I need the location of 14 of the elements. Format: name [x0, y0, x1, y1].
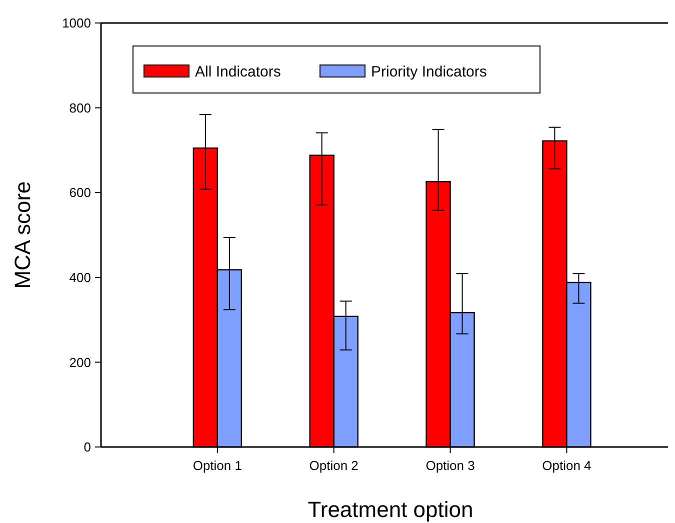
y-tick-label: 0: [84, 440, 91, 455]
y-axis-title: MCA score: [10, 181, 35, 289]
x-axis-title: Treatment option: [308, 497, 474, 522]
x-tick-label: Option 2: [309, 458, 358, 473]
legend-label: Priority Indicators: [371, 63, 487, 80]
y-tick-label: 800: [69, 100, 91, 116]
y-tick-label: 200: [69, 354, 91, 370]
y-tick-label: 600: [69, 185, 91, 200]
y-tick-label: 1000: [62, 16, 91, 31]
x-tick-label: Option 1: [192, 458, 242, 473]
x-tick-label: Option 3: [426, 458, 475, 473]
x-tick-label: Option 4: [542, 458, 592, 473]
y-tick-label: 400: [69, 270, 91, 285]
legend-label: All Indicators: [195, 63, 281, 80]
